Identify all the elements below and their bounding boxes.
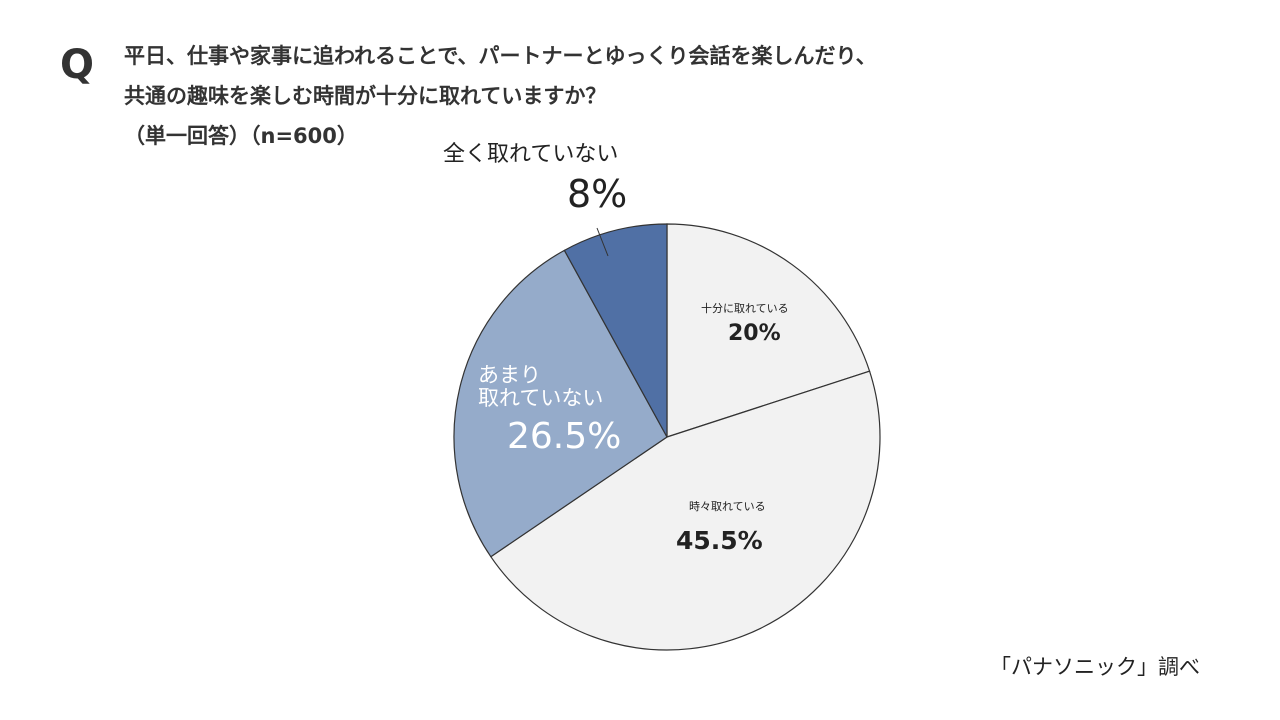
slice-label-3: 全く取れていない bbox=[443, 142, 618, 167]
leader-line bbox=[596, 227, 609, 257]
slice-value-0: 20% bbox=[728, 321, 781, 346]
pie-slice-0 bbox=[666, 223, 871, 438]
question-line-3: （単一回答）（n=600） bbox=[124, 124, 358, 148]
slice-value-1: 45.5% bbox=[676, 526, 763, 555]
question-marker: Q bbox=[60, 42, 95, 88]
source-note: 「パナソニック」調べ bbox=[990, 655, 1200, 679]
slice-label-0: 十分に取れている bbox=[701, 301, 789, 315]
question-line-2: 共通の趣味を楽しむ時間が十分に取れていますか？ bbox=[124, 84, 607, 108]
slice-label-2-line-2: 取れていない bbox=[478, 386, 603, 410]
pie-slice-2 bbox=[453, 249, 668, 558]
pie-slice-3 bbox=[563, 223, 668, 438]
slice-value-2: 26.5% bbox=[507, 416, 621, 457]
slice-value-3: 8% bbox=[567, 172, 627, 216]
slice-label-1: 時々取れている bbox=[689, 500, 766, 513]
pie-slice-1 bbox=[489, 370, 881, 651]
slice-label-2-line-1: あまり bbox=[478, 363, 541, 387]
question-line-1: 平日、仕事や家事に追われることで、パートナーとゆっくり会話を楽しんだり、 bbox=[124, 44, 877, 68]
